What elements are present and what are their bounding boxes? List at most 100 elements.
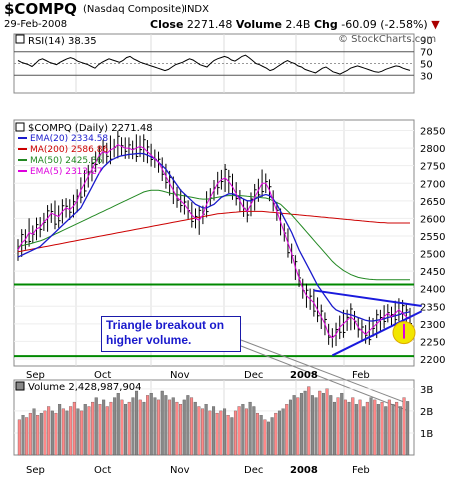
volume-bar bbox=[292, 395, 296, 456]
volume-bar bbox=[109, 401, 113, 456]
price-tick-label: 2400 bbox=[420, 285, 445, 296]
volume-bar bbox=[244, 408, 248, 456]
volume-bar bbox=[87, 406, 91, 456]
ma200-line bbox=[17, 210, 410, 253]
volume-bar bbox=[259, 415, 263, 456]
volume-bar bbox=[398, 406, 402, 456]
volume-legend-swatch bbox=[15, 381, 25, 391]
volume-bar bbox=[83, 404, 87, 456]
price-tick-label: 2300 bbox=[420, 320, 445, 331]
volume-bar bbox=[61, 408, 65, 456]
volume-bar bbox=[215, 412, 219, 456]
volume-bar bbox=[340, 393, 344, 456]
ema5-line bbox=[17, 143, 411, 339]
volume-label: Volume bbox=[235, 18, 282, 31]
rsi-legend-label: RSI(14) 38.35 bbox=[28, 36, 97, 47]
volume-bar bbox=[175, 401, 179, 456]
chart-annotation: Triangle breakout on higher volume. bbox=[101, 316, 241, 352]
volume-bar bbox=[65, 410, 69, 456]
volume-bar bbox=[142, 401, 146, 456]
volume-bar bbox=[395, 401, 399, 456]
volume-value: 2.4B bbox=[285, 18, 311, 31]
volume-bar bbox=[204, 404, 208, 456]
volume-bar bbox=[21, 415, 25, 456]
volume-legend-label: Volume 2,428,987,904 bbox=[28, 382, 142, 393]
volume-x-tick-label: Dec bbox=[244, 465, 263, 476]
volume-bar bbox=[252, 406, 256, 456]
volume-bar bbox=[307, 386, 311, 456]
volume-bar bbox=[263, 419, 267, 456]
volume-bar bbox=[296, 397, 300, 456]
price-tick-label: 2450 bbox=[420, 267, 445, 278]
chg-value: -60.09 (-2.58%) bbox=[341, 18, 428, 31]
price-tick-label: 2700 bbox=[420, 179, 445, 190]
volume-bar bbox=[80, 410, 84, 456]
volume-bar bbox=[248, 401, 252, 456]
volume-bar bbox=[94, 397, 98, 456]
volume-tick-label: 2B bbox=[420, 407, 433, 418]
price-x-tick-label: Nov bbox=[170, 370, 190, 381]
volume-bar bbox=[212, 406, 216, 456]
volume-x-tick-label: 2008 bbox=[290, 465, 318, 476]
volume-bar bbox=[288, 399, 292, 456]
price-panel-title: $COMPQ (Daily) 2271.48 bbox=[28, 123, 153, 134]
price-tick-label: 2350 bbox=[420, 302, 445, 313]
volume-bar bbox=[72, 401, 76, 456]
symbol-name: (Nasdaq Composite) bbox=[83, 4, 185, 15]
legend-label-ma200: MA(200) 2586.86 bbox=[30, 145, 108, 155]
chg-label: Chg bbox=[313, 18, 338, 31]
triangle-lower-trendline bbox=[331, 310, 423, 357]
volume-bar bbox=[146, 395, 150, 456]
volume-bar bbox=[182, 399, 186, 456]
volume-bar bbox=[76, 408, 80, 456]
rsi-tick-label: 90 bbox=[420, 36, 433, 47]
price-tick-label: 2600 bbox=[420, 214, 445, 225]
annotation-pointer-line bbox=[240, 339, 405, 403]
volume-bar bbox=[39, 412, 43, 456]
exchange-label: INDX bbox=[184, 4, 209, 15]
volume-bar bbox=[226, 415, 230, 456]
volume-bar bbox=[50, 410, 54, 456]
volume-bar bbox=[336, 397, 340, 456]
volume-bar bbox=[362, 406, 366, 456]
volume-bar bbox=[391, 404, 395, 456]
volume-bar bbox=[314, 397, 318, 456]
watermark: © StockCharts.com bbox=[338, 34, 437, 45]
volume-bar bbox=[105, 406, 109, 456]
volume-bar bbox=[124, 404, 128, 456]
volume-bar bbox=[54, 412, 58, 456]
volume-bar bbox=[43, 410, 47, 456]
price-legend-swatch bbox=[15, 122, 25, 132]
rsi-tick-label: 30 bbox=[420, 71, 433, 82]
rsi-tick-label: 50 bbox=[420, 60, 433, 71]
volume-bar bbox=[255, 412, 259, 456]
volume-bar bbox=[380, 401, 384, 456]
volume-bar bbox=[303, 390, 307, 456]
volume-bar bbox=[310, 395, 314, 456]
price-tick-label: 2750 bbox=[420, 162, 445, 173]
ema20-line bbox=[17, 152, 411, 322]
volume-bar bbox=[347, 401, 351, 456]
legend-label-ema20: EMA(20) 2334.58 bbox=[30, 134, 108, 144]
price-tick-label: 2800 bbox=[420, 144, 445, 155]
price-x-tick-label: 2008 bbox=[290, 370, 318, 381]
volume-bar bbox=[321, 393, 325, 456]
volume-bar bbox=[157, 399, 161, 456]
volume-bar bbox=[193, 401, 197, 456]
volume-bar bbox=[160, 390, 164, 456]
volume-bar bbox=[373, 399, 377, 456]
annotation-pointer-line bbox=[240, 345, 407, 411]
volume-bar bbox=[32, 408, 36, 456]
volume-bar bbox=[369, 397, 373, 456]
volume-bar bbox=[164, 395, 168, 456]
volume-bar bbox=[219, 410, 223, 456]
volume-bar bbox=[285, 404, 289, 456]
volume-bar bbox=[190, 397, 194, 456]
volume-bar bbox=[230, 417, 234, 456]
volume-bar bbox=[69, 406, 73, 456]
price-tick-label: 2200 bbox=[420, 355, 445, 366]
volume-bar bbox=[281, 408, 285, 456]
volume-bar bbox=[127, 401, 131, 456]
symbol-title: $COMPQ bbox=[4, 0, 77, 18]
